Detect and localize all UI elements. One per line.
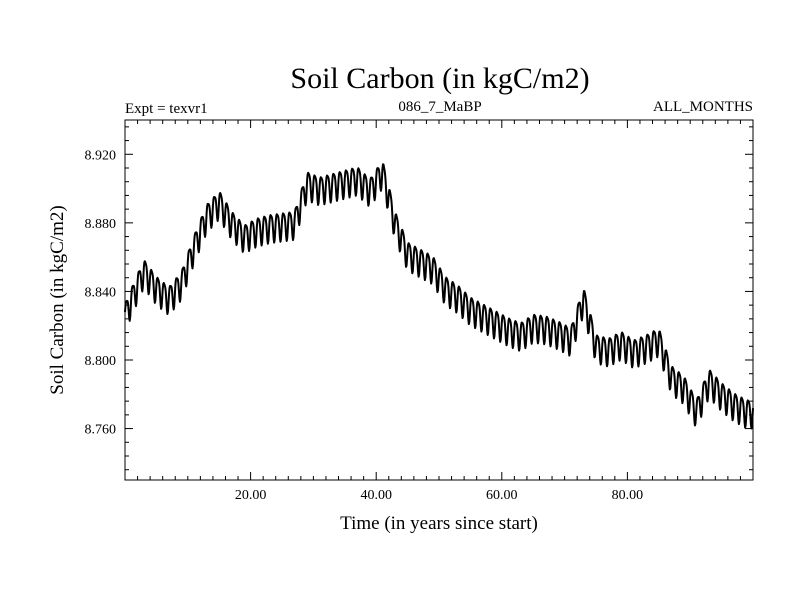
- y-tick-label: 8.880: [85, 217, 117, 232]
- subtitle-experiment: Expt = texvr1: [125, 101, 208, 117]
- axis-ticks: 20.00 40.00 60.00 80.00 8.760 8.800 8.840 8.880…: [85, 120, 753, 503]
- x-tick-label: 80.00: [612, 488, 644, 503]
- x-axis-label: Time (in years since start): [340, 513, 538, 534]
- subtitle-period: 086_7_MaBP: [398, 99, 481, 115]
- y-tick-label: 8.760: [85, 423, 117, 438]
- y-tick-label: 8.840: [85, 285, 117, 300]
- subtitle-months: ALL_MONTHS: [653, 99, 753, 115]
- chart-title: Soil Carbon (in kgC/m2): [290, 62, 589, 95]
- soil-carbon-series-line: [124, 163, 754, 430]
- y-axis-label: Soil Carbon (in kgC/m2): [47, 205, 68, 394]
- y-tick-label: 8.800: [85, 354, 117, 369]
- plot-frame: [124, 119, 754, 481]
- x-tick-label: 60.00: [486, 488, 518, 503]
- x-tick-label: 20.00: [235, 488, 267, 503]
- y-tick-label: 8.920: [85, 148, 117, 163]
- x-tick-label: 40.00: [360, 488, 392, 503]
